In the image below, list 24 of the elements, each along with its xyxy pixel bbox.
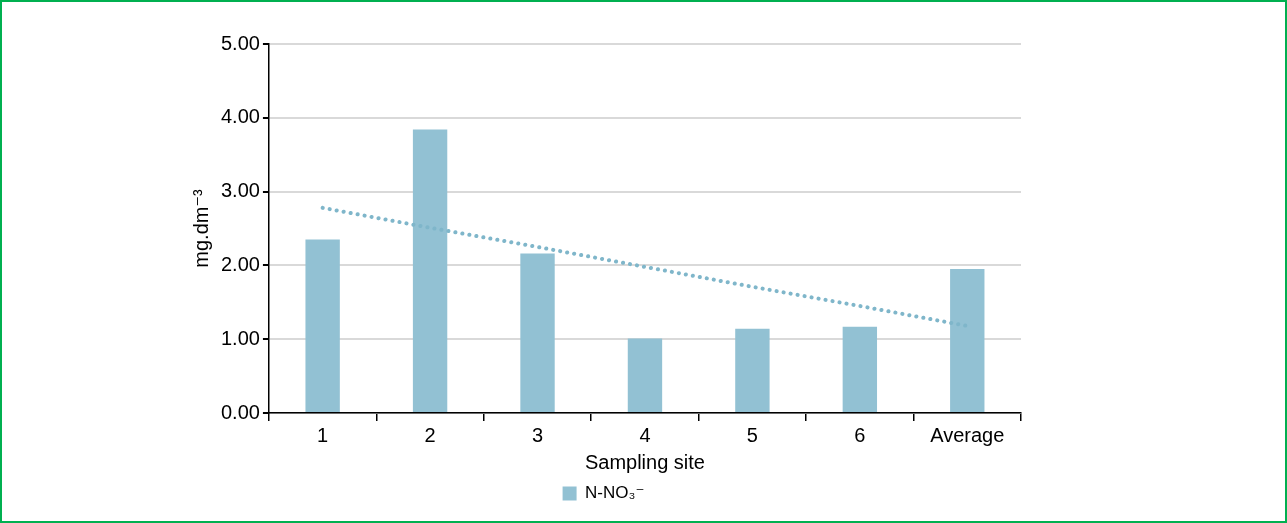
x-tick-label: 6 bbox=[854, 423, 866, 446]
bar bbox=[842, 326, 878, 412]
bar bbox=[627, 338, 663, 412]
x-tick-label: 4 bbox=[639, 423, 651, 446]
x-tick-label: 5 bbox=[746, 423, 758, 446]
y-tick-label: 4.00 bbox=[220, 105, 260, 128]
x-tick-label: 1 bbox=[317, 423, 329, 446]
x-tick-label: Average bbox=[930, 423, 1005, 446]
y-tick-label: 0.00 bbox=[220, 400, 260, 423]
x-axis-title: Sampling site bbox=[584, 450, 705, 473]
line-series bbox=[320, 205, 970, 328]
bar bbox=[950, 269, 985, 412]
x-tick-label: 3 bbox=[531, 423, 544, 446]
y-tick-label: 5.00 bbox=[220, 31, 260, 54]
x-tick-label: 2 bbox=[424, 423, 436, 446]
bar bbox=[412, 129, 448, 412]
y-tick-label: 2.00 bbox=[220, 252, 260, 275]
bar bbox=[305, 239, 340, 412]
legend-label: N-NO₃⁻ bbox=[585, 483, 645, 503]
bar bbox=[520, 253, 555, 412]
y-tick-label: 1.00 bbox=[220, 326, 260, 349]
y-tick-label: 3.00 bbox=[220, 179, 260, 202]
bar bbox=[735, 328, 770, 412]
y-axis-title: mg.dm⁻³ bbox=[189, 188, 212, 268]
